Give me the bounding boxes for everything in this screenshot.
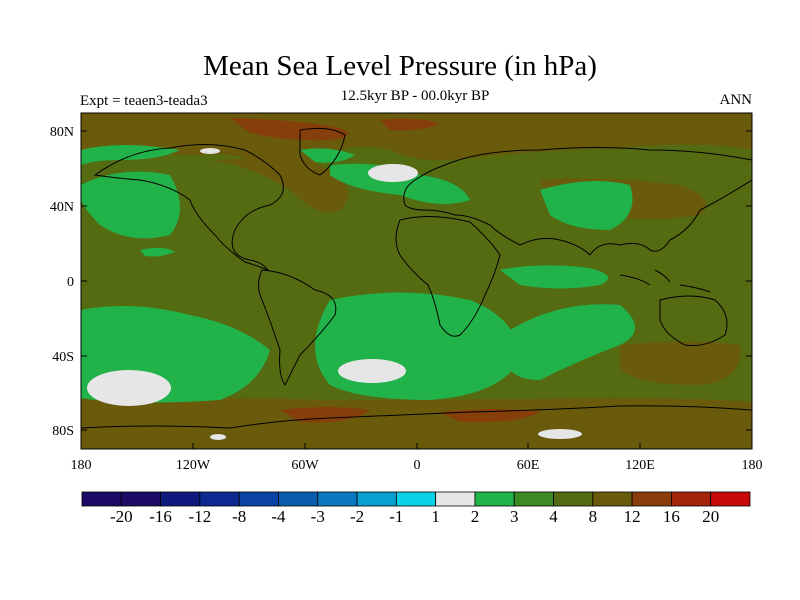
- pressure-field: [81, 113, 752, 449]
- colorbar-label: 2: [471, 507, 480, 526]
- lat-tick-label: 40S: [52, 350, 74, 365]
- colorbar-box: [474, 491, 515, 507]
- colorbar-label: 1: [431, 507, 440, 526]
- colorbar-box: [631, 491, 672, 507]
- colorbar-label: -20: [110, 507, 133, 526]
- lat-tick-label: 80S: [52, 424, 74, 439]
- colorbar-box: [356, 491, 397, 507]
- colorbar-label: -4: [271, 507, 286, 526]
- colorbar-label: 12: [624, 507, 641, 526]
- season-label: ANN: [719, 92, 753, 108]
- lat-axis: [81, 130, 752, 431]
- lon-tick-label: 120E: [625, 458, 655, 473]
- colorbar-box: [671, 491, 712, 507]
- period-label: 12.5kyr BP - 00.0kyr BP: [340, 88, 490, 104]
- map-title: Mean Sea Level Pressure (in hPa): [203, 50, 597, 82]
- colorbar-label: 20: [702, 507, 719, 526]
- colorbar-label: -16: [149, 507, 172, 526]
- colorbar-label: 3: [510, 507, 519, 526]
- colorbar-box: [238, 491, 279, 507]
- lon-tick-label: 120W: [176, 458, 211, 473]
- lat-tick-label: 40N: [50, 200, 74, 215]
- lon-tick-label: 60W: [291, 458, 319, 473]
- colorbar-box: [199, 491, 240, 507]
- colorbar-box: [435, 491, 476, 507]
- colorbar-label: -2: [350, 507, 364, 526]
- colorbar: [81, 491, 751, 507]
- colorbar-box: [553, 491, 594, 507]
- colorbar-box: [395, 491, 437, 507]
- colorbar-label: -3: [311, 507, 325, 526]
- colorbar-box: [120, 491, 161, 507]
- colorbar-box: [278, 491, 319, 507]
- lon-axis: [80, 443, 753, 449]
- experiment-label: Expt = teaen3-teada3: [80, 93, 208, 109]
- colorbar-labels: -20 -16 -12 -8 -4 -3 -2 -1 1 2 3 4 8 12 16 20: [110, 507, 719, 526]
- lon-tick-label: 180: [742, 458, 763, 473]
- colorbar-box: [710, 491, 751, 507]
- colorbar-label: -8: [232, 507, 246, 526]
- colorbar-label: -1: [389, 507, 403, 526]
- lon-tick-label: 180: [71, 458, 92, 473]
- colorbar-box: [81, 491, 122, 507]
- colorbar-label: 4: [549, 507, 558, 526]
- class-neutral-regions: [87, 148, 582, 440]
- colorbar-label: 16: [663, 507, 680, 526]
- colorbar-label: 8: [589, 507, 598, 526]
- colorbar-box: [592, 491, 633, 507]
- colorbar-box: [513, 491, 554, 507]
- lat-tick-label: 0: [67, 275, 74, 290]
- colorbar-label: -12: [189, 507, 212, 526]
- lon-tick-label: 0: [414, 458, 421, 473]
- colorbar-box: [160, 491, 201, 507]
- lat-tick-label: 80N: [50, 125, 74, 140]
- colorbar-box: [317, 491, 358, 507]
- coastlines: [81, 127, 752, 429]
- lon-tick-label: 60E: [517, 458, 540, 473]
